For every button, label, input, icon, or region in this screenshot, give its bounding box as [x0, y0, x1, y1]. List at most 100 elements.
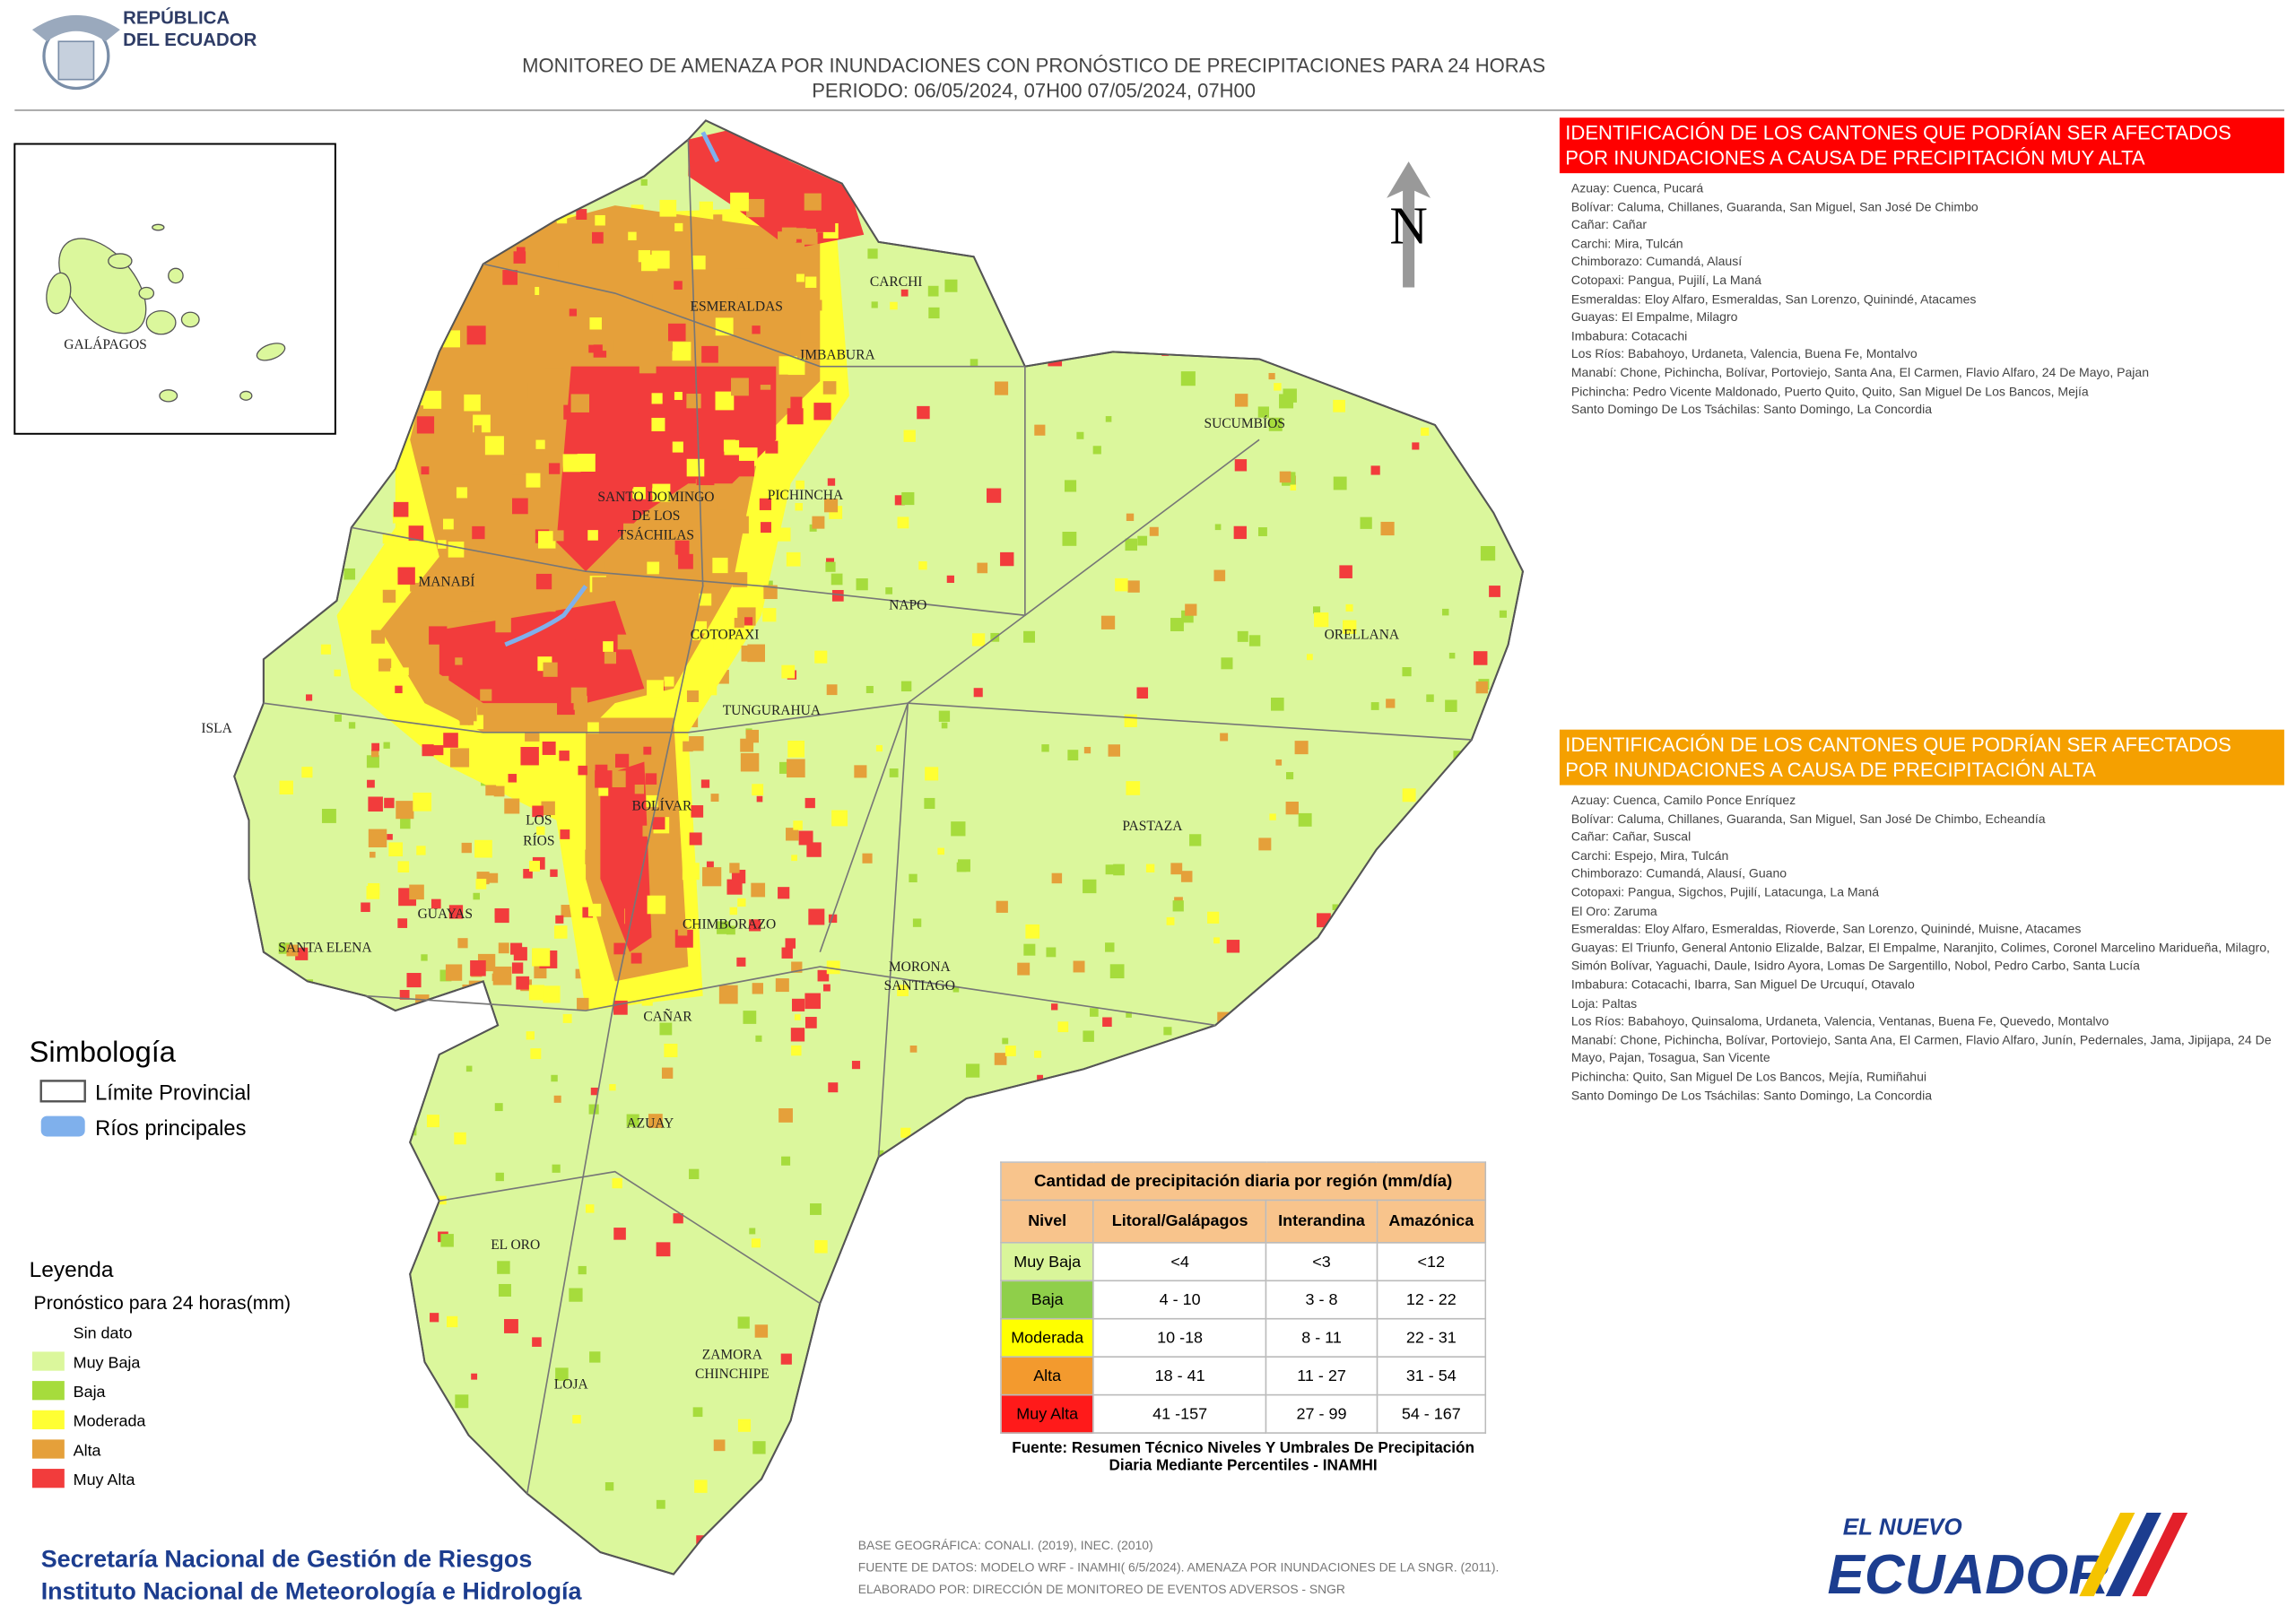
zone-cell	[645, 773, 657, 785]
zone-cell	[556, 213, 568, 224]
zone-cell	[1188, 268, 1201, 281]
zone-cell	[370, 629, 386, 644]
zone-cell	[664, 676, 674, 687]
zone-cell	[1022, 1514, 1037, 1528]
zone-cell	[1202, 310, 1212, 320]
zone-cell	[804, 797, 815, 809]
zone-cell	[1125, 538, 1137, 551]
zone-cell	[665, 655, 677, 666]
zone-cell	[1126, 781, 1141, 795]
zone-cell	[527, 382, 544, 399]
zone-cell	[1127, 580, 1140, 593]
zone-cell	[1413, 268, 1426, 282]
zone-cell	[1441, 608, 1449, 616]
zone-cell	[1041, 1143, 1054, 1157]
zone-cell	[1497, 1350, 1511, 1364]
zone-cell	[398, 238, 413, 253]
zone-cell	[1339, 565, 1352, 578]
zone-cell	[508, 774, 517, 783]
zone-cell	[1258, 1010, 1268, 1020]
zone-cell	[1445, 699, 1457, 712]
zone-cell	[674, 540, 690, 555]
zone-cell	[1484, 255, 1491, 262]
zone-cell	[535, 439, 545, 449]
brand-big: ECUADOR	[1828, 1544, 2109, 1606]
zone-cell	[825, 561, 836, 572]
zone-cell	[473, 892, 480, 900]
zone-cell	[786, 551, 801, 567]
zone-cell	[1136, 687, 1149, 699]
zone-cell	[751, 1238, 761, 1248]
zone-cell	[279, 780, 293, 794]
zone-cell	[1492, 722, 1502, 733]
zone-cell	[965, 1170, 978, 1183]
province-boundary	[263, 702, 1472, 741]
zone-cell	[647, 680, 664, 698]
table-cell: Alta	[1000, 1356, 1095, 1396]
zone-cell	[641, 293, 653, 305]
zone-cell	[1112, 190, 1126, 204]
zone-cell	[751, 882, 766, 898]
legend-swatch	[31, 1351, 65, 1371]
zone-cell	[1046, 947, 1057, 958]
zone-cell	[983, 1503, 993, 1513]
zone-cell	[794, 1443, 804, 1454]
symbology-item: Límite Provincial	[95, 1082, 251, 1106]
table-cell: 4 - 10	[1092, 1280, 1267, 1320]
zone-cell	[375, 350, 383, 358]
zone-cell	[1475, 681, 1488, 694]
zone-cell	[321, 809, 336, 823]
zone-cell	[652, 817, 665, 830]
zone-cell	[1378, 1102, 1386, 1110]
zone-cell	[1443, 1126, 1451, 1134]
zone-cell	[652, 488, 660, 496]
zone-cell	[1257, 406, 1269, 418]
zone-cell	[810, 1203, 822, 1215]
zone-cell	[717, 921, 730, 934]
zone-cell	[1213, 569, 1226, 582]
zone-cell	[604, 652, 617, 664]
panel-item: Carchi: Espejo, Mira, Tulcán	[1571, 846, 2284, 865]
zone-cell	[570, 394, 590, 412]
zone-cell	[1126, 1011, 1132, 1018]
zone-cell	[1463, 230, 1471, 238]
zone-cell	[366, 886, 380, 899]
zone-cell	[440, 1234, 454, 1247]
source-note: ELABORADO POR: DIRECCIÓN DE MONITOREO DE…	[858, 1582, 1345, 1596]
island	[180, 311, 200, 328]
zone-cell	[552, 530, 564, 542]
zone-cell	[1105, 942, 1115, 952]
zone-cell	[392, 1414, 405, 1428]
zone-cell	[476, 1529, 488, 1541]
zone-cell	[397, 567, 415, 585]
zone-cell	[1347, 360, 1361, 375]
table-row: Moderada 10 -18 8 - 11 22 - 31	[1000, 1317, 1487, 1358]
province-label: GUAYAS	[418, 907, 473, 922]
zone-cell	[1387, 1115, 1398, 1125]
zone-cell	[734, 618, 744, 629]
zone-cell	[1039, 1103, 1050, 1114]
zone-cell	[647, 895, 666, 915]
zone-cell	[612, 1177, 622, 1189]
zone-cell	[713, 1439, 726, 1452]
zone-cell	[672, 441, 683, 453]
zone-cell	[429, 626, 448, 645]
zone-cell	[261, 601, 273, 612]
zone-cell	[1268, 417, 1283, 431]
zone-cell	[1004, 1046, 1016, 1056]
zone-cell	[944, 1398, 958, 1412]
zone-cell	[731, 516, 749, 534]
zone-cell	[901, 491, 915, 506]
river	[504, 131, 720, 647]
zone-cell	[1377, 1061, 1384, 1068]
table-cell: 11 - 27	[1265, 1356, 1378, 1396]
zone-cell	[573, 696, 588, 710]
zone-cell	[454, 238, 463, 247]
zone-cell	[1202, 162, 1211, 171]
zone-cell	[380, 373, 389, 382]
zone-cell	[1360, 516, 1372, 529]
zone-cell	[713, 636, 727, 650]
zone-cell	[735, 253, 752, 269]
logo-shield	[57, 40, 95, 81]
province-label: ORELLANA	[1325, 627, 1400, 642]
